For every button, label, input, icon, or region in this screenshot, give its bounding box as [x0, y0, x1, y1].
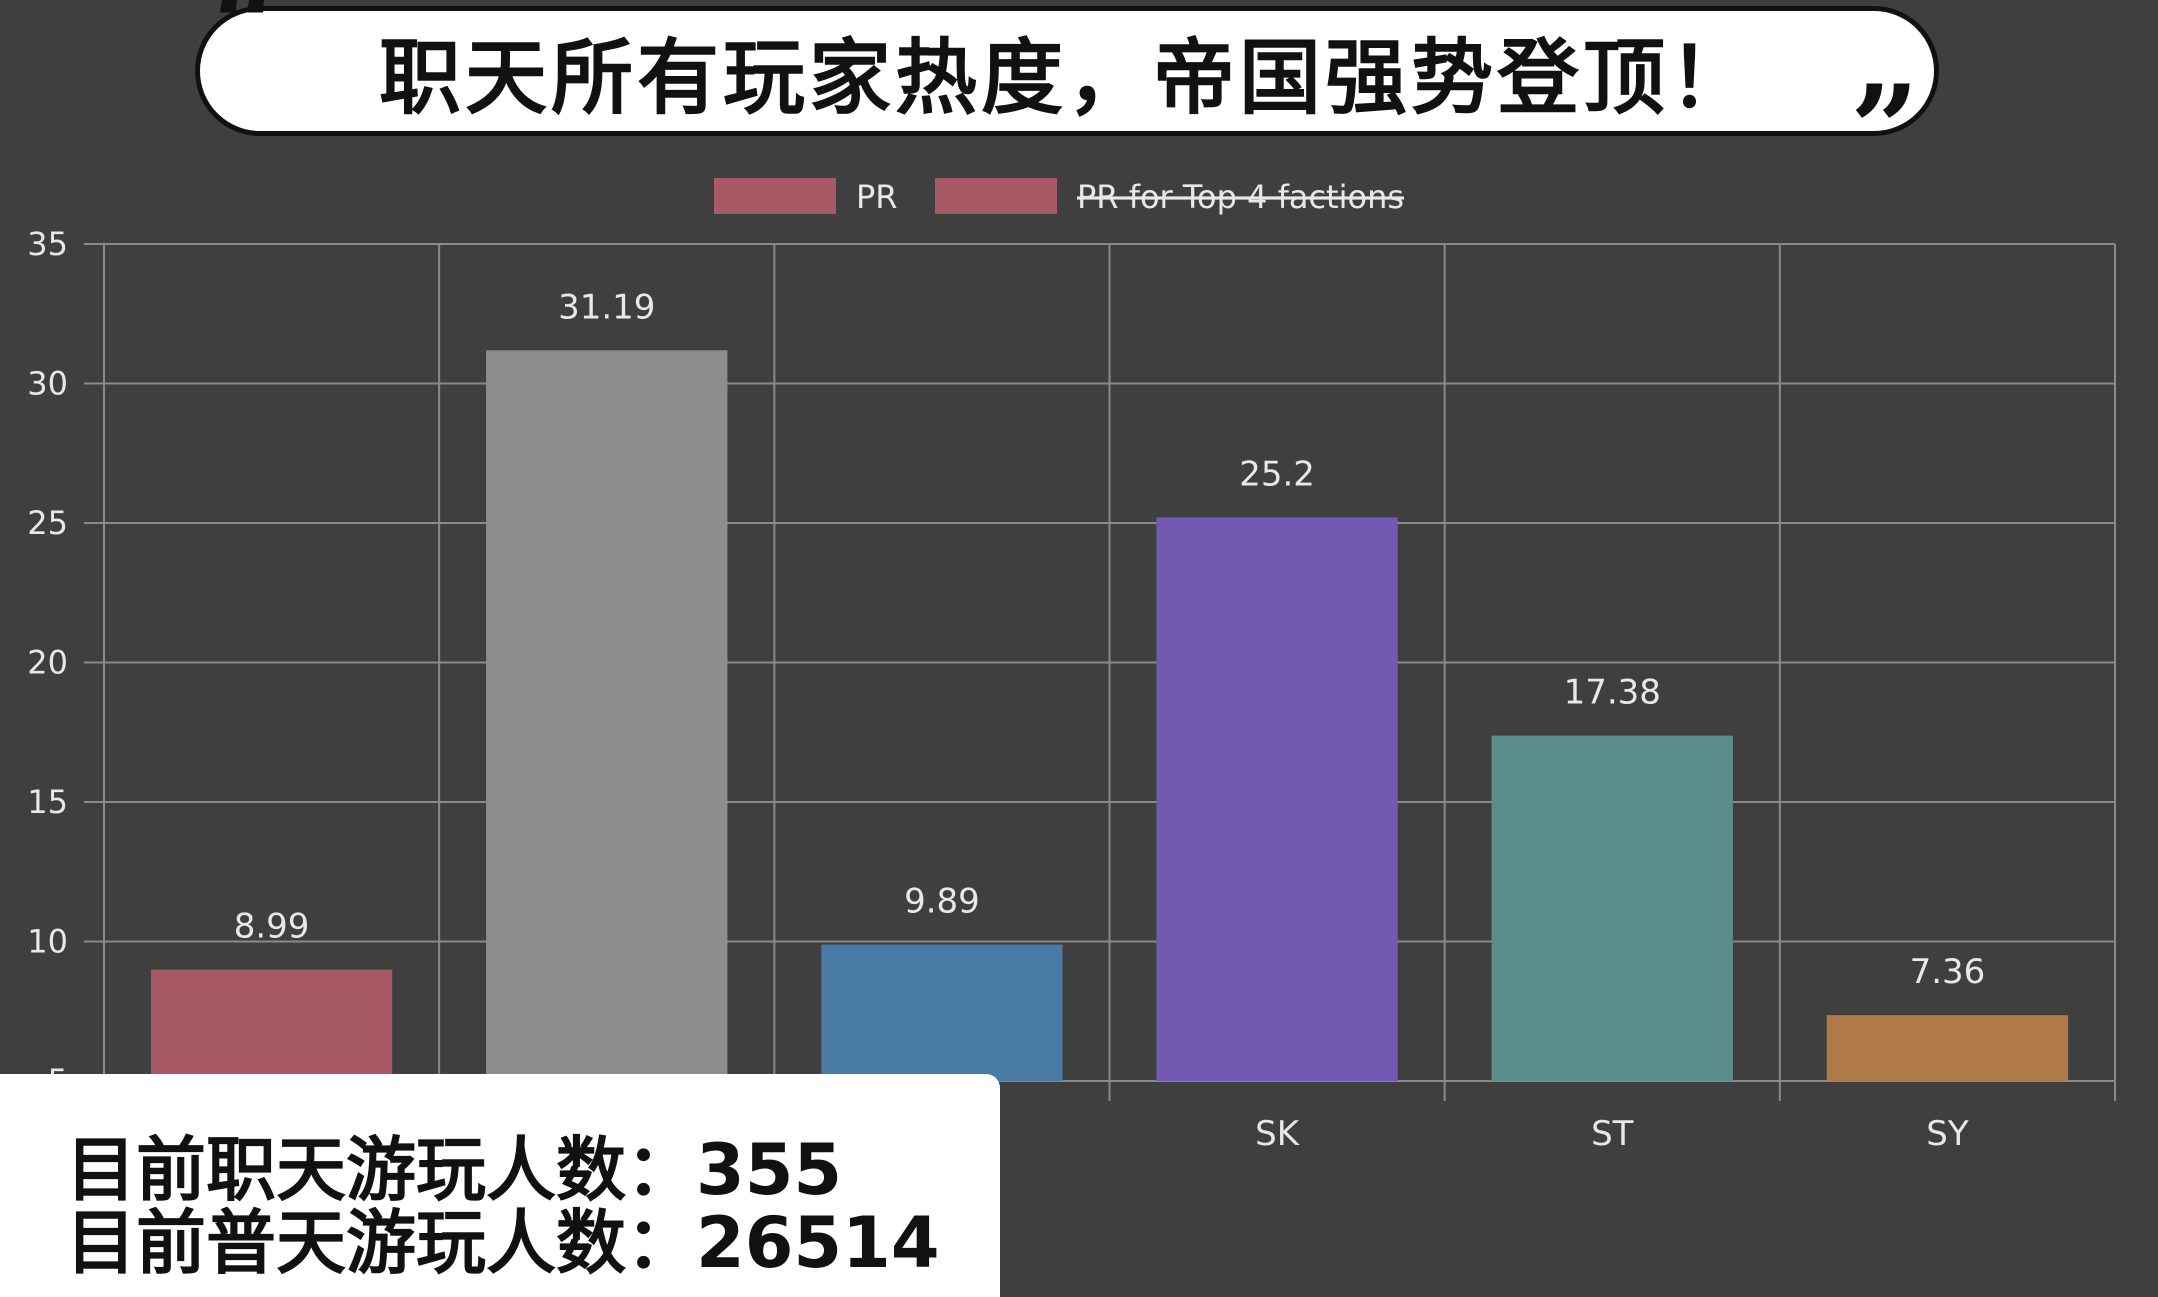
x-tick-label: SY [1926, 1114, 1969, 1154]
legend-swatch [714, 178, 836, 214]
open-quote-icon: “ [212, 0, 282, 96]
headline-bubble: 职天所有玩家热度，帝国强势登顶！ [195, 6, 1939, 136]
legend-swatch [935, 178, 1057, 214]
bar-value-label: 7.36 [1910, 952, 1986, 992]
close-quote-icon: ” [1850, 59, 1920, 200]
bar [1826, 1015, 2069, 1081]
pro-player-count: 目前职天游玩人数：355 [66, 1129, 843, 1211]
bar [1156, 517, 1398, 1081]
normal-player-count: 目前普天游玩人数：26514 [66, 1202, 940, 1284]
bar-value-label: 8.99 [234, 907, 310, 947]
y-tick-label: 10 [27, 923, 68, 961]
bar-value-label: 9.89 [904, 882, 980, 922]
y-tick-label: 25 [27, 504, 68, 542]
bar-value-label: 17.38 [1564, 673, 1661, 713]
y-tick-label: 30 [27, 365, 68, 403]
y-tick-label: 20 [27, 644, 68, 682]
bar [821, 944, 1063, 1081]
legend-label: PR for Top 4 factions [1077, 178, 1404, 216]
y-tick-label: 35 [27, 225, 68, 263]
legend-label: PR [856, 178, 898, 216]
x-tick-label: ST [1591, 1114, 1634, 1154]
headline: 职天所有玩家热度，帝国强势登顶！ [378, 30, 1755, 126]
x-tick-label: SK [1255, 1114, 1301, 1154]
bar [486, 350, 728, 1081]
bar [1491, 735, 1733, 1081]
player-count-box: 目前职天游玩人数：355 目前普天游玩人数：26514 [0, 1074, 1000, 1297]
bar-value-label: 31.19 [558, 287, 655, 327]
bar [150, 969, 393, 1081]
y-tick-label: 15 [27, 783, 68, 821]
bar-value-label: 25.2 [1239, 454, 1315, 494]
